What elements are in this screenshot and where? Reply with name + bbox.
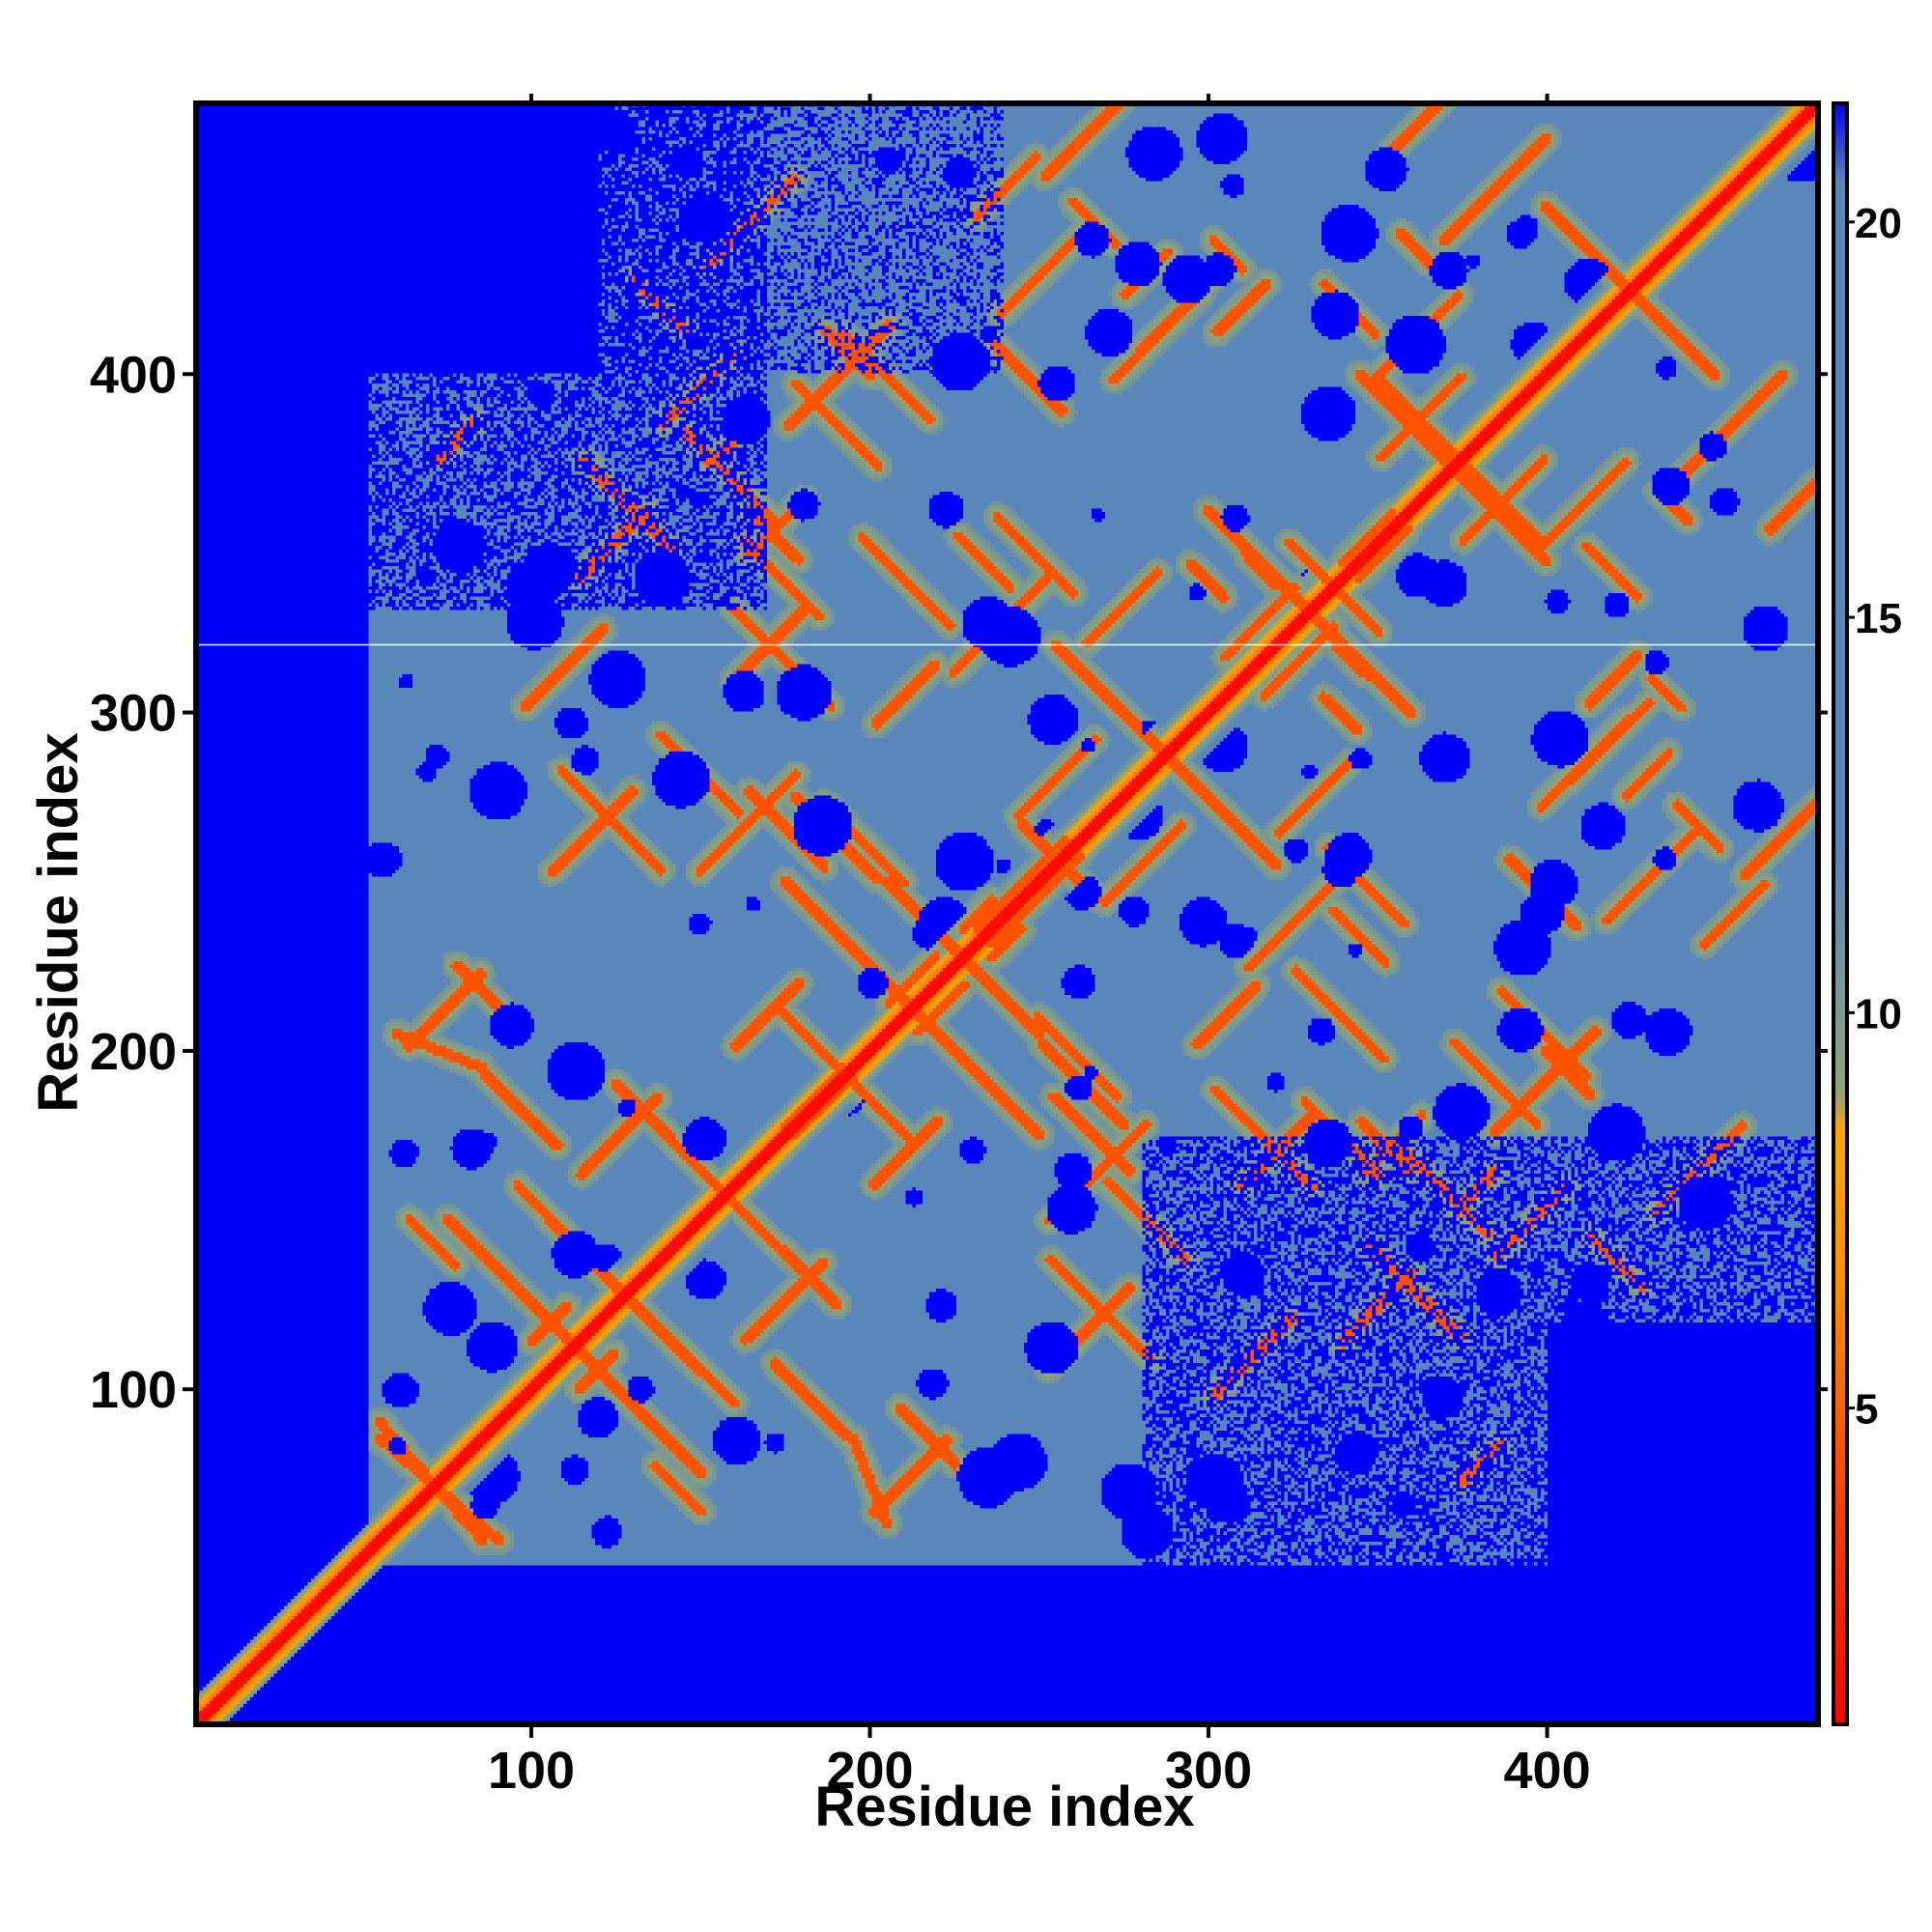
y-tick-label: 400 bbox=[90, 346, 177, 404]
heatmap-cells bbox=[196, 103, 1818, 1724]
x-axis-title: Residue index bbox=[814, 1776, 1194, 1838]
plot-frame bbox=[193, 100, 1821, 1727]
x-tick-label: 200 bbox=[826, 1742, 913, 1800]
plot-area bbox=[196, 103, 1818, 1724]
colorbar: 5 10 15 20 bbox=[1832, 101, 1902, 1726]
x-tick-label: 400 bbox=[1504, 1742, 1591, 1800]
colorbar-tick-label: 10 bbox=[1855, 990, 1902, 1037]
colorbar-tick-label: 15 bbox=[1855, 595, 1902, 642]
y-tick-label: 100 bbox=[90, 1361, 177, 1419]
x-tick-label: 100 bbox=[488, 1742, 575, 1800]
colorbar-frame bbox=[1832, 101, 1849, 1726]
colorbar-tick-label: 20 bbox=[1855, 200, 1902, 247]
colorbar-tick-label: 5 bbox=[1855, 1386, 1878, 1434]
axes: 100 200 300 400 100 200 300 400 bbox=[90, 94, 1828, 1800]
y-tick-label: 200 bbox=[90, 1023, 177, 1081]
x-tick-label: 300 bbox=[1165, 1742, 1252, 1800]
colorbar-gradient bbox=[1833, 103, 1847, 1724]
y-axis-title: Residue index bbox=[27, 732, 90, 1112]
y-tick-label: 300 bbox=[90, 685, 177, 743]
